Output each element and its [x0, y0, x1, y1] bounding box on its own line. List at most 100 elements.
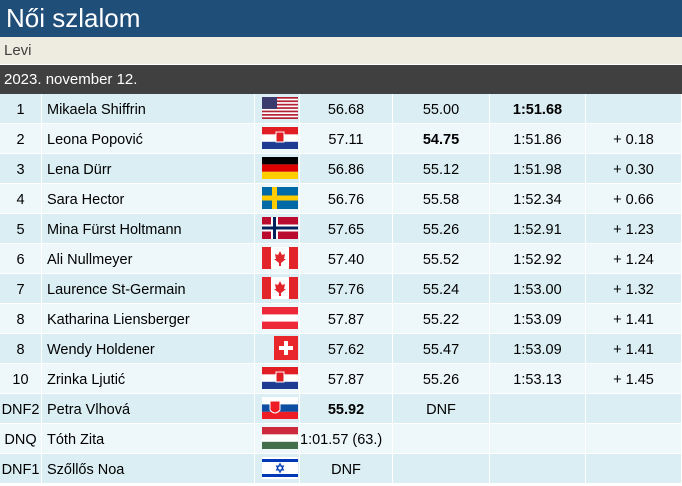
flag-canada [262, 247, 298, 269]
run1-cell: 57.76 [300, 274, 393, 304]
flag-canada [262, 277, 298, 299]
name-cell: Szőllős Noa [42, 454, 255, 484]
rank-cell: 7 [0, 274, 42, 304]
table-row: DNF2 Petra Vlhová 55.92 DNF [0, 394, 682, 424]
name-cell: Wendy Holdener [42, 334, 255, 364]
diff-cell [586, 424, 682, 454]
flag-switzerland [274, 336, 298, 360]
name-cell: Ali Nullmeyer [42, 244, 255, 274]
flag-austria [262, 307, 298, 329]
total-cell: 1:53.13 [490, 364, 586, 394]
rank-cell: 1 [0, 94, 42, 124]
diff-cell [586, 394, 682, 424]
run2-cell: 55.24 [393, 274, 490, 304]
total-cell [490, 454, 586, 484]
table-row: 3 Lena Dürr 56.86 55.12 1:51.98 + 0.30 [0, 154, 682, 184]
run2-cell: 55.00 [393, 94, 490, 124]
name-cell: Sara Hector [42, 184, 255, 214]
total-cell: 1:51.98 [490, 154, 586, 184]
location: Levi [0, 37, 682, 65]
run1-cell: 57.87 [300, 304, 393, 334]
name-cell: Laurence St-Germain [42, 274, 255, 304]
name-cell: Mikaela Shiffrin [42, 94, 255, 124]
total-cell: 1:53.09 [490, 334, 586, 364]
run2-cell: 55.58 [393, 184, 490, 214]
diff-cell [586, 454, 682, 484]
rank-cell: 8 [0, 334, 42, 364]
rank-cell: DNF2 [0, 394, 42, 424]
table-row: DNQ Tóth Zita 1:01.57 (63.) [0, 424, 682, 454]
run2-cell: 55.26 [393, 214, 490, 244]
rank-cell: 5 [0, 214, 42, 244]
flag-sweden [262, 187, 298, 209]
run2-cell: 55.47 [393, 334, 490, 364]
diff-cell: + 0.18 [586, 124, 682, 154]
run1-cell: 56.68 [300, 94, 393, 124]
diff-cell: + 1.32 [586, 274, 682, 304]
run1-cell: 57.40 [300, 244, 393, 274]
table-row: 7 Laurence St-Germain 57.76 55.24 1:53.00 + 1… [0, 274, 682, 304]
flag-hungary [262, 427, 298, 449]
total-cell: 1:53.00 [490, 274, 586, 304]
run2-cell: 54.75 [393, 124, 490, 154]
name-cell: Lena Dürr [42, 154, 255, 184]
table-row: 8 Wendy Holdener 57.62 55.47 1:53.09 + 1.41 [0, 334, 682, 364]
total-cell [490, 394, 586, 424]
rank-cell: DNF1 [0, 454, 42, 484]
run1-cell: DNF [300, 454, 393, 484]
run2-cell: 55.26 [393, 364, 490, 394]
rank-cell: 4 [0, 184, 42, 214]
run1-cell: 57.11 [300, 124, 393, 154]
table-row: 1 Mikaela Shiffrin 56.68 55.00 1:51.68 [0, 94, 682, 124]
run2-cell: 55.22 [393, 304, 490, 334]
flag-israel [262, 457, 298, 479]
diff-cell: + 0.66 [586, 184, 682, 214]
rank-cell: 6 [0, 244, 42, 274]
run1-cell: 56.76 [300, 184, 393, 214]
title: Női szlalom [0, 0, 682, 37]
run1-cell: 55.92 [300, 394, 393, 424]
name-cell: Zrinka Ljutić [42, 364, 255, 394]
flag-croatia [262, 367, 298, 389]
flag-slovakia [262, 397, 298, 419]
diff-cell: + 1.41 [586, 304, 682, 334]
flag-usa [262, 97, 298, 119]
table-row: 2 Leona Popović 57.11 54.75 1:51.86 + 0.18 [0, 124, 682, 154]
flag-norway [262, 217, 298, 239]
name-cell: Katharina Liensberger [42, 304, 255, 334]
diff-cell: + 0.30 [586, 154, 682, 184]
total-cell: 1:52.34 [490, 184, 586, 214]
name-cell: Leona Popović [42, 124, 255, 154]
rank-cell: 2 [0, 124, 42, 154]
run2-cell: 55.52 [393, 244, 490, 274]
name-cell: Tóth Zita [42, 424, 255, 454]
name-cell: Petra Vlhová [42, 394, 255, 424]
table-row: 4 Sara Hector 56.76 55.58 1:52.34 + 0.66 [0, 184, 682, 214]
date: 2023. november 12. [0, 65, 682, 94]
table-row: 5 Mina Fürst Holtmann 57.65 55.26 1:52.91 + 1… [0, 214, 682, 244]
run2-cell: 55.12 [393, 154, 490, 184]
run1-cell: 57.65 [300, 214, 393, 244]
run1-cell: 56.86 [300, 154, 393, 184]
run2-cell [393, 424, 490, 454]
total-cell: 1:53.09 [490, 304, 586, 334]
diff-cell: + 1.45 [586, 364, 682, 394]
rank-cell: 10 [0, 364, 42, 394]
rank-cell: DNQ [0, 424, 42, 454]
run1-cell: 57.62 [300, 334, 393, 364]
total-cell: 1:51.86 [490, 124, 586, 154]
run1-cell: 1:01.57 (63.) [300, 424, 393, 454]
run2-cell [393, 454, 490, 484]
total-cell: 1:51.68 [490, 94, 586, 124]
table-row: 10 Zrinka Ljutić 57.87 55.26 1:53.13 + 1.45 [0, 364, 682, 394]
run1-cell: 57.87 [300, 364, 393, 394]
total-cell: 1:52.92 [490, 244, 586, 274]
table-row: 8 Katharina Liensberger 57.87 55.22 1:53.09 +… [0, 304, 682, 334]
table-row: 6 Ali Nullmeyer 57.40 55.52 1:52.92 + 1.24 [0, 244, 682, 274]
name-cell: Mina Fürst Holtmann [42, 214, 255, 244]
flag-germany [262, 157, 298, 179]
rank-cell: 3 [0, 154, 42, 184]
flag-croatia [262, 127, 298, 149]
run2-cell: DNF [393, 394, 490, 424]
